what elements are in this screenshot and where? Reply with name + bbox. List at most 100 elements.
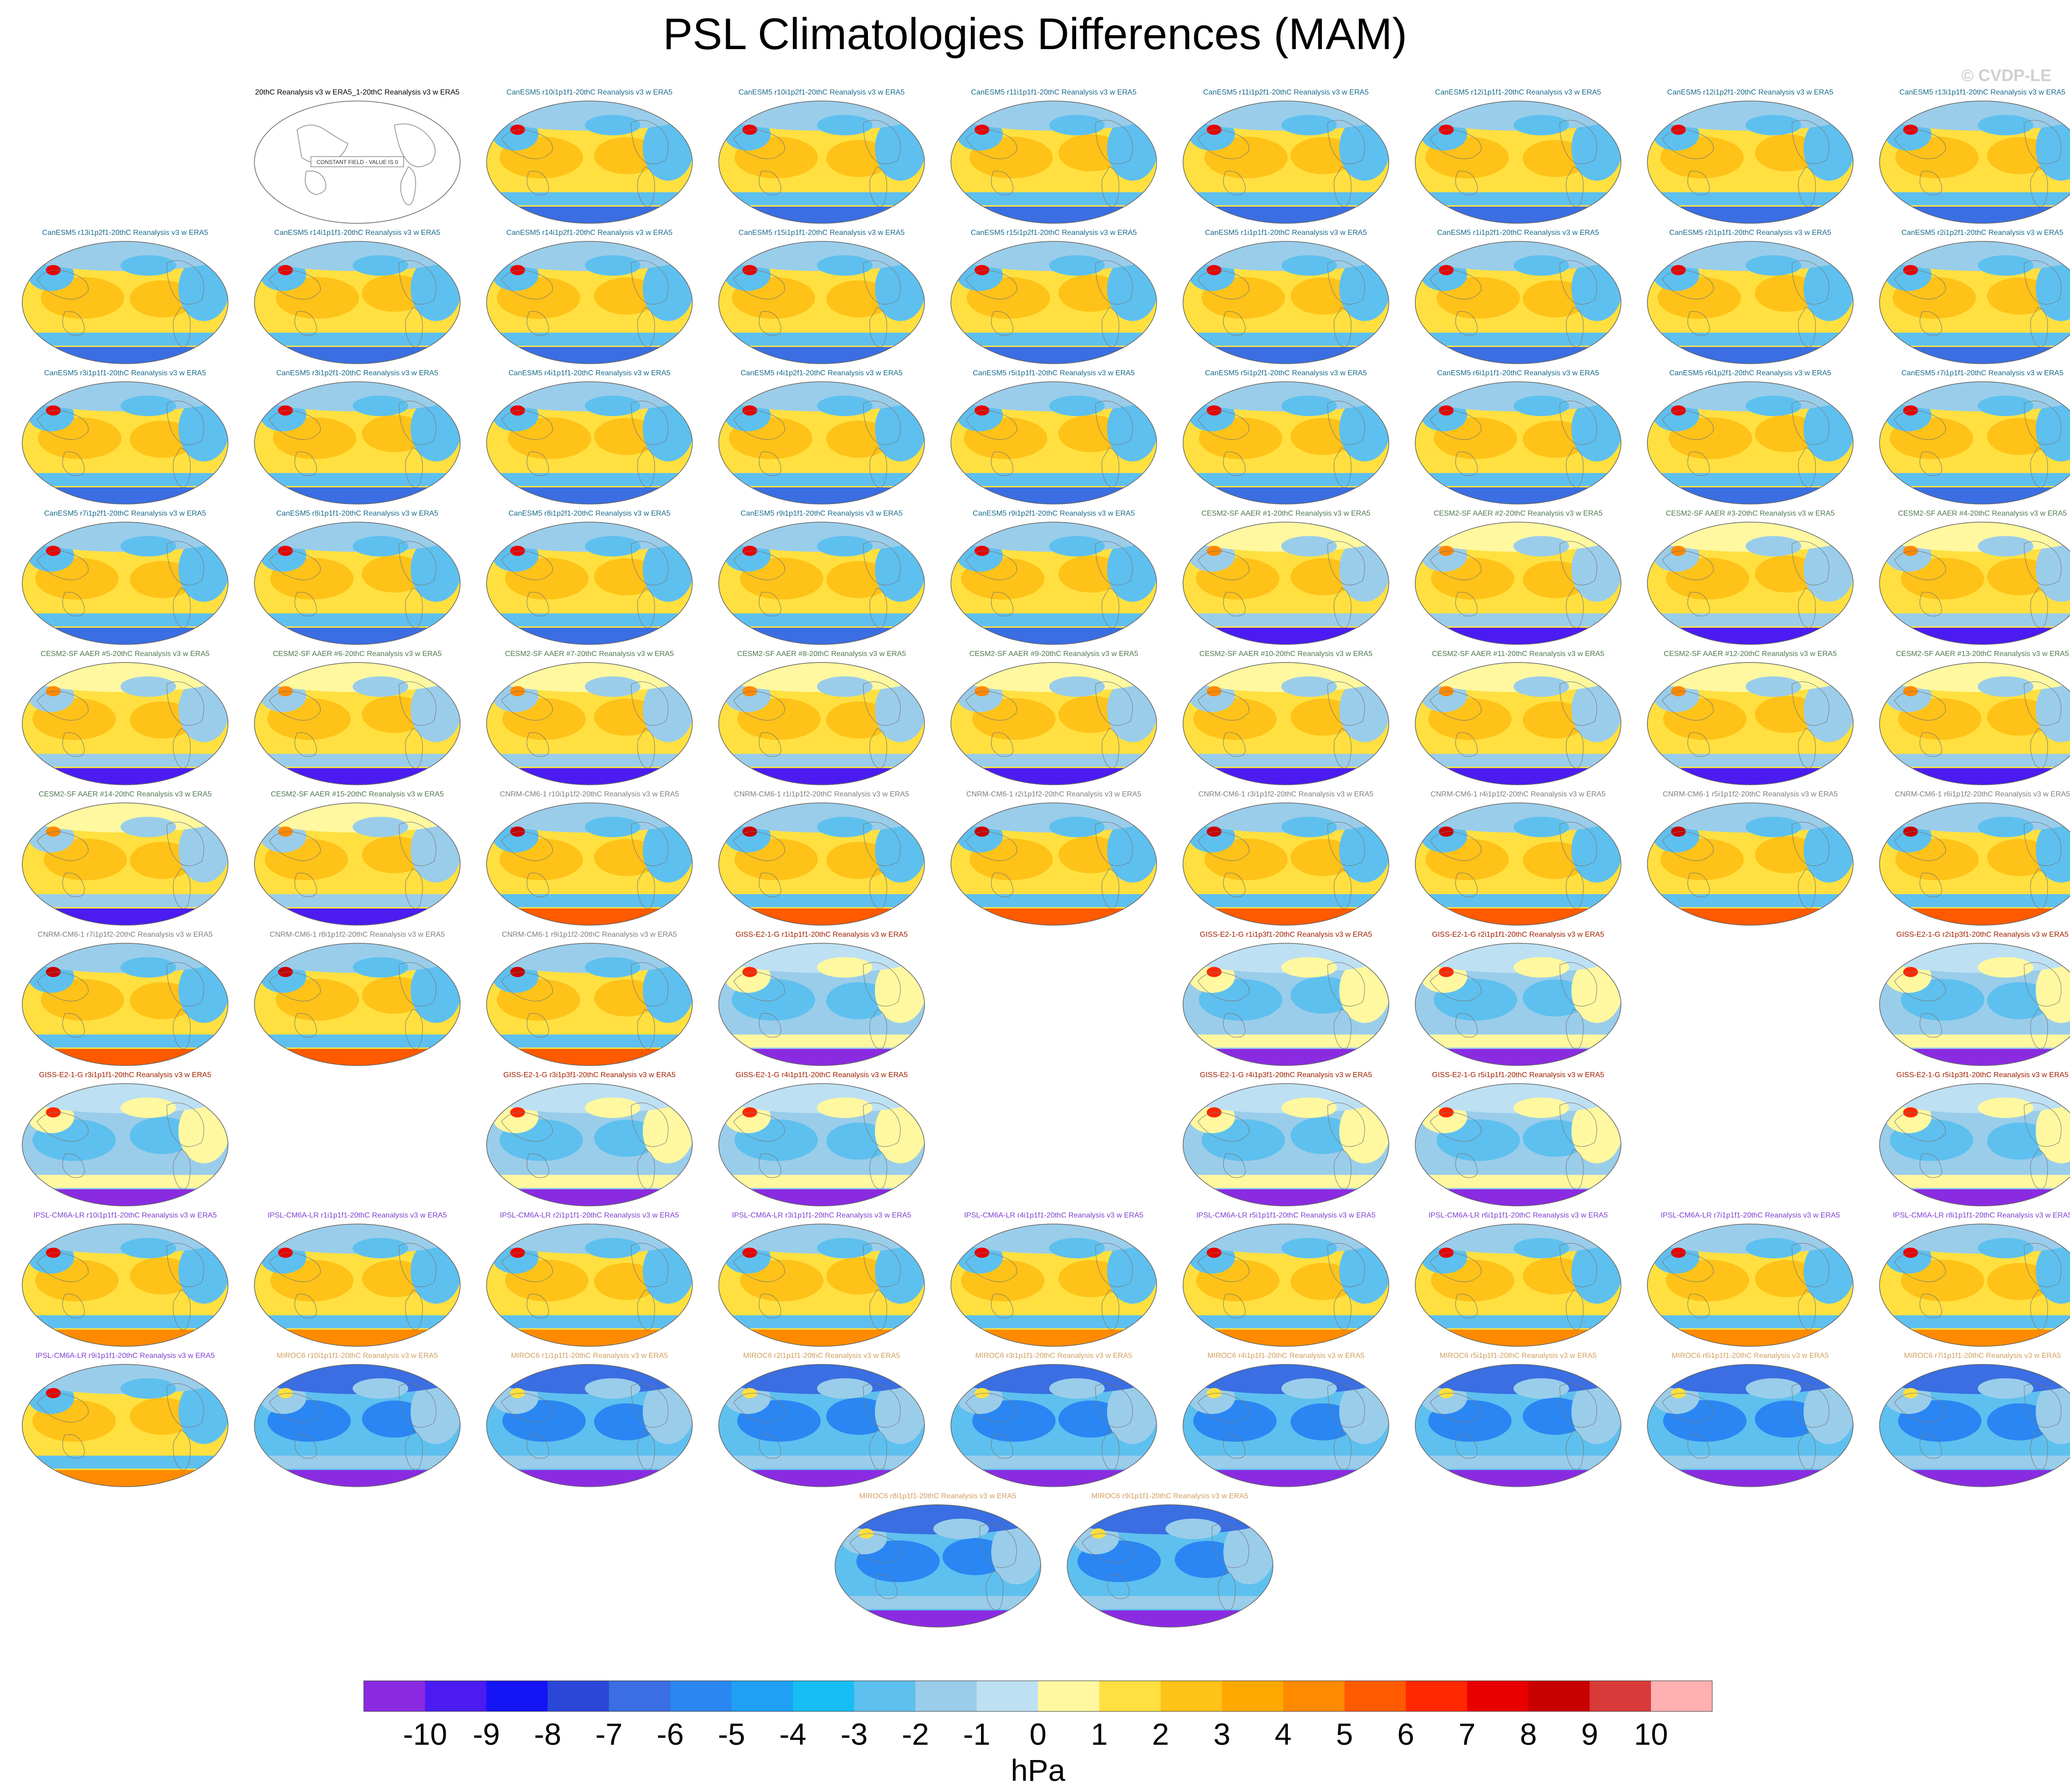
field-contour [362, 275, 427, 312]
field-contour [817, 676, 873, 697]
globe-outline [22, 1364, 228, 1487]
field-contour [1755, 696, 1820, 733]
globe-outline [22, 241, 228, 364]
field-contour [951, 1315, 1157, 1328]
coastline [1197, 1393, 1249, 1423]
coastline [2024, 962, 2062, 1007]
coastline [1566, 166, 1584, 207]
coastline [269, 691, 321, 721]
coastline [965, 1252, 1017, 1282]
field-contour [719, 207, 924, 223]
panel-title: GISS-E2-1-G r2i1p1f1-20thC Reanalysis v3… [1432, 931, 1604, 939]
field-contour [719, 754, 924, 767]
globe-outline [1415, 381, 1621, 505]
coastline [733, 831, 785, 861]
map-panel: CanESM5 r10i1p1f1-20thC Reanalysis v3 w … [474, 88, 705, 227]
field-contour [1183, 613, 1389, 626]
coastline [173, 587, 191, 628]
coastline [399, 821, 437, 866]
field-contour [1049, 1238, 1105, 1258]
coastline [1081, 1533, 1133, 1563]
coastline [1430, 972, 1481, 1002]
map-panel: CanESM5 r5i1p1f1-20thC Reanalysis v3 w E… [938, 369, 1170, 508]
map-panel: CanESM5 r13i1p2f1-20thC Reanalysis v3 w … [9, 228, 241, 367]
coastline [62, 592, 85, 617]
field-contour [1647, 613, 1853, 626]
field-contour [585, 396, 640, 416]
field-contour [22, 347, 228, 364]
coastline [1566, 587, 1584, 628]
coastline [965, 1393, 1017, 1423]
globe-outline [1415, 522, 1621, 645]
coastline [526, 1153, 549, 1178]
map-panel: CanESM5 r7i1p2f1-20thC Reanalysis v3 w E… [9, 509, 241, 648]
coastline [37, 1112, 89, 1142]
coastline [1919, 311, 1942, 336]
field-contour [817, 1238, 873, 1258]
panel-title: CanESM5 r8i1p2f1-20thC Reanalysis v3 w E… [508, 510, 671, 517]
field-contour [1415, 1456, 1621, 1469]
globe-outline [1647, 381, 1854, 505]
coastline [1894, 831, 1946, 861]
field-contour [1291, 699, 1355, 736]
globe-outline [1415, 802, 1621, 926]
globe-map [486, 522, 693, 645]
field-contour [1513, 1378, 1569, 1399]
field-contour [362, 1260, 427, 1297]
coastline [1197, 691, 1249, 721]
field-contour [826, 561, 891, 598]
coastline [991, 1294, 1013, 1319]
globe-outline [1647, 802, 1854, 926]
globe-outline [1415, 1364, 1621, 1487]
field-contour [1523, 1398, 1588, 1435]
field-contour [120, 1098, 176, 1118]
coastline [1662, 410, 1714, 440]
globe-outline [718, 662, 925, 785]
coastline [1455, 1153, 1478, 1178]
map-panel: IPSL-CM6A-LR r2i1p1f1-20thC Reanalysis v… [474, 1211, 705, 1350]
coastline [1334, 1430, 1352, 1470]
field-contour [487, 1315, 692, 1328]
panel-title: IPSL-CM6A-LR r5i1p1f1-20thC Reanalysis v… [1196, 1211, 1376, 1219]
field-contour [594, 1403, 659, 1440]
coastline [1095, 120, 1133, 164]
map-panel: CESM2-SF AAER #9-20thC Reanalysis v3 w E… [938, 650, 1170, 789]
field-contour [1415, 333, 1621, 346]
panel-title: MIROC6 r2i1p1f1-20thC Reanalysis v3 w ER… [743, 1352, 900, 1360]
globe-map [254, 522, 461, 645]
panel-title: MIROC6 r7i1p1f1-20thC Reanalysis v3 w ER… [1904, 1352, 2061, 1360]
panel-title: CESM2-SF AAER #7-20thC Reanalysis v3 w E… [505, 650, 674, 658]
coastline [1662, 1252, 1714, 1282]
map-panel: MIROC6 r8i1p1f1-20thC Reanalysis v3 w ER… [822, 1492, 1054, 1631]
coastline [1197, 1112, 1249, 1142]
coastline [1101, 587, 1120, 628]
field-contour [1415, 1189, 1621, 1206]
globe-map [718, 1083, 925, 1206]
coastline [269, 972, 321, 1002]
field-contour [22, 754, 228, 767]
coastline [37, 550, 89, 581]
field-contour [1755, 1260, 1820, 1297]
panel-title: CanESM5 r9i1p2f1-20thC Reanalysis v3 w E… [973, 510, 1135, 517]
coastline [1919, 1013, 1942, 1038]
globe-map [718, 1224, 925, 1347]
field-contour [1049, 676, 1105, 697]
globe-map [22, 1224, 228, 1347]
panel-title: CESM2-SF AAER #3-20thC Reanalysis v3 w E… [1665, 510, 1835, 517]
panel-title: CanESM5 r11i1p2f1-20thC Reanalysis v3 w … [1203, 88, 1369, 96]
panel-title: CanESM5 r5i1p1f1-20thC Reanalysis v3 w E… [973, 369, 1135, 377]
coastline [1101, 728, 1120, 769]
panel-title: CESM2-SF AAER #15-20thC Reanalysis v3 w … [271, 790, 444, 798]
field-contour [1281, 536, 1337, 556]
globe-map [1647, 1224, 1854, 1347]
coastline [1791, 1383, 1829, 1428]
coastline [1559, 541, 1597, 586]
globe-map [1183, 101, 1389, 224]
field-contour [487, 1175, 692, 1188]
coastline [759, 872, 781, 897]
coastline [637, 1430, 655, 1470]
map-panel: CanESM5 r12i1p2f1-20thC Reanalysis v3 w … [1634, 88, 1866, 227]
panel-title: CanESM5 r1i1p2f1-20thC Reanalysis v3 w E… [1437, 229, 1599, 237]
field-contour [1755, 275, 1820, 312]
coastline [863, 681, 901, 726]
